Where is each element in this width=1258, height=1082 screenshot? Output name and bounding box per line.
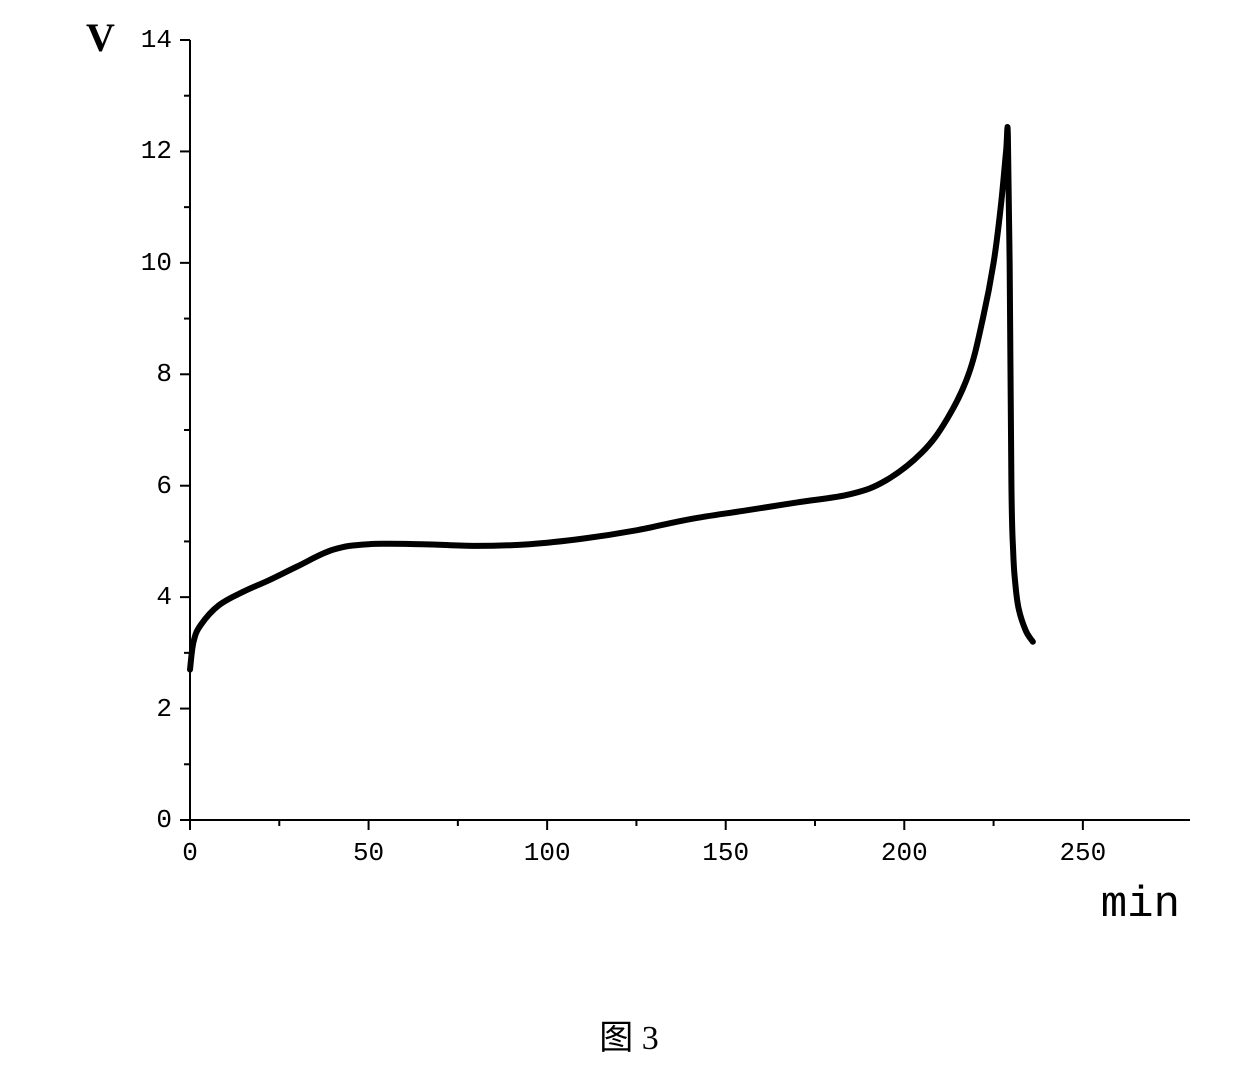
y-tick-label: 12 [122,136,172,166]
y-tick-label: 0 [122,805,172,835]
figure-caption: 图 3 [0,1010,1258,1059]
y-tick-label: 6 [122,471,172,501]
y-tick-label: 2 [122,694,172,724]
x-tick-label: 0 [160,838,220,868]
y-tick-label: 10 [122,248,172,278]
data-series [190,127,1033,670]
x-tick-label: 200 [874,838,934,868]
x-tick-label: 50 [339,838,399,868]
y-tick-label: 4 [122,582,172,612]
x-tick-label: 250 [1053,838,1113,868]
page-root: V 02468101214 050100150200250 min 图 3 [0,0,1258,1082]
x-tick-label: 150 [696,838,756,868]
x-tick-label: 100 [517,838,577,868]
chart-container: V 02468101214 050100150200250 min [40,10,1220,910]
y-tick-label: 8 [122,359,172,389]
x-axis-label: min [1101,880,1180,930]
chart-svg [40,10,1220,910]
y-tick-label: 14 [122,25,172,55]
